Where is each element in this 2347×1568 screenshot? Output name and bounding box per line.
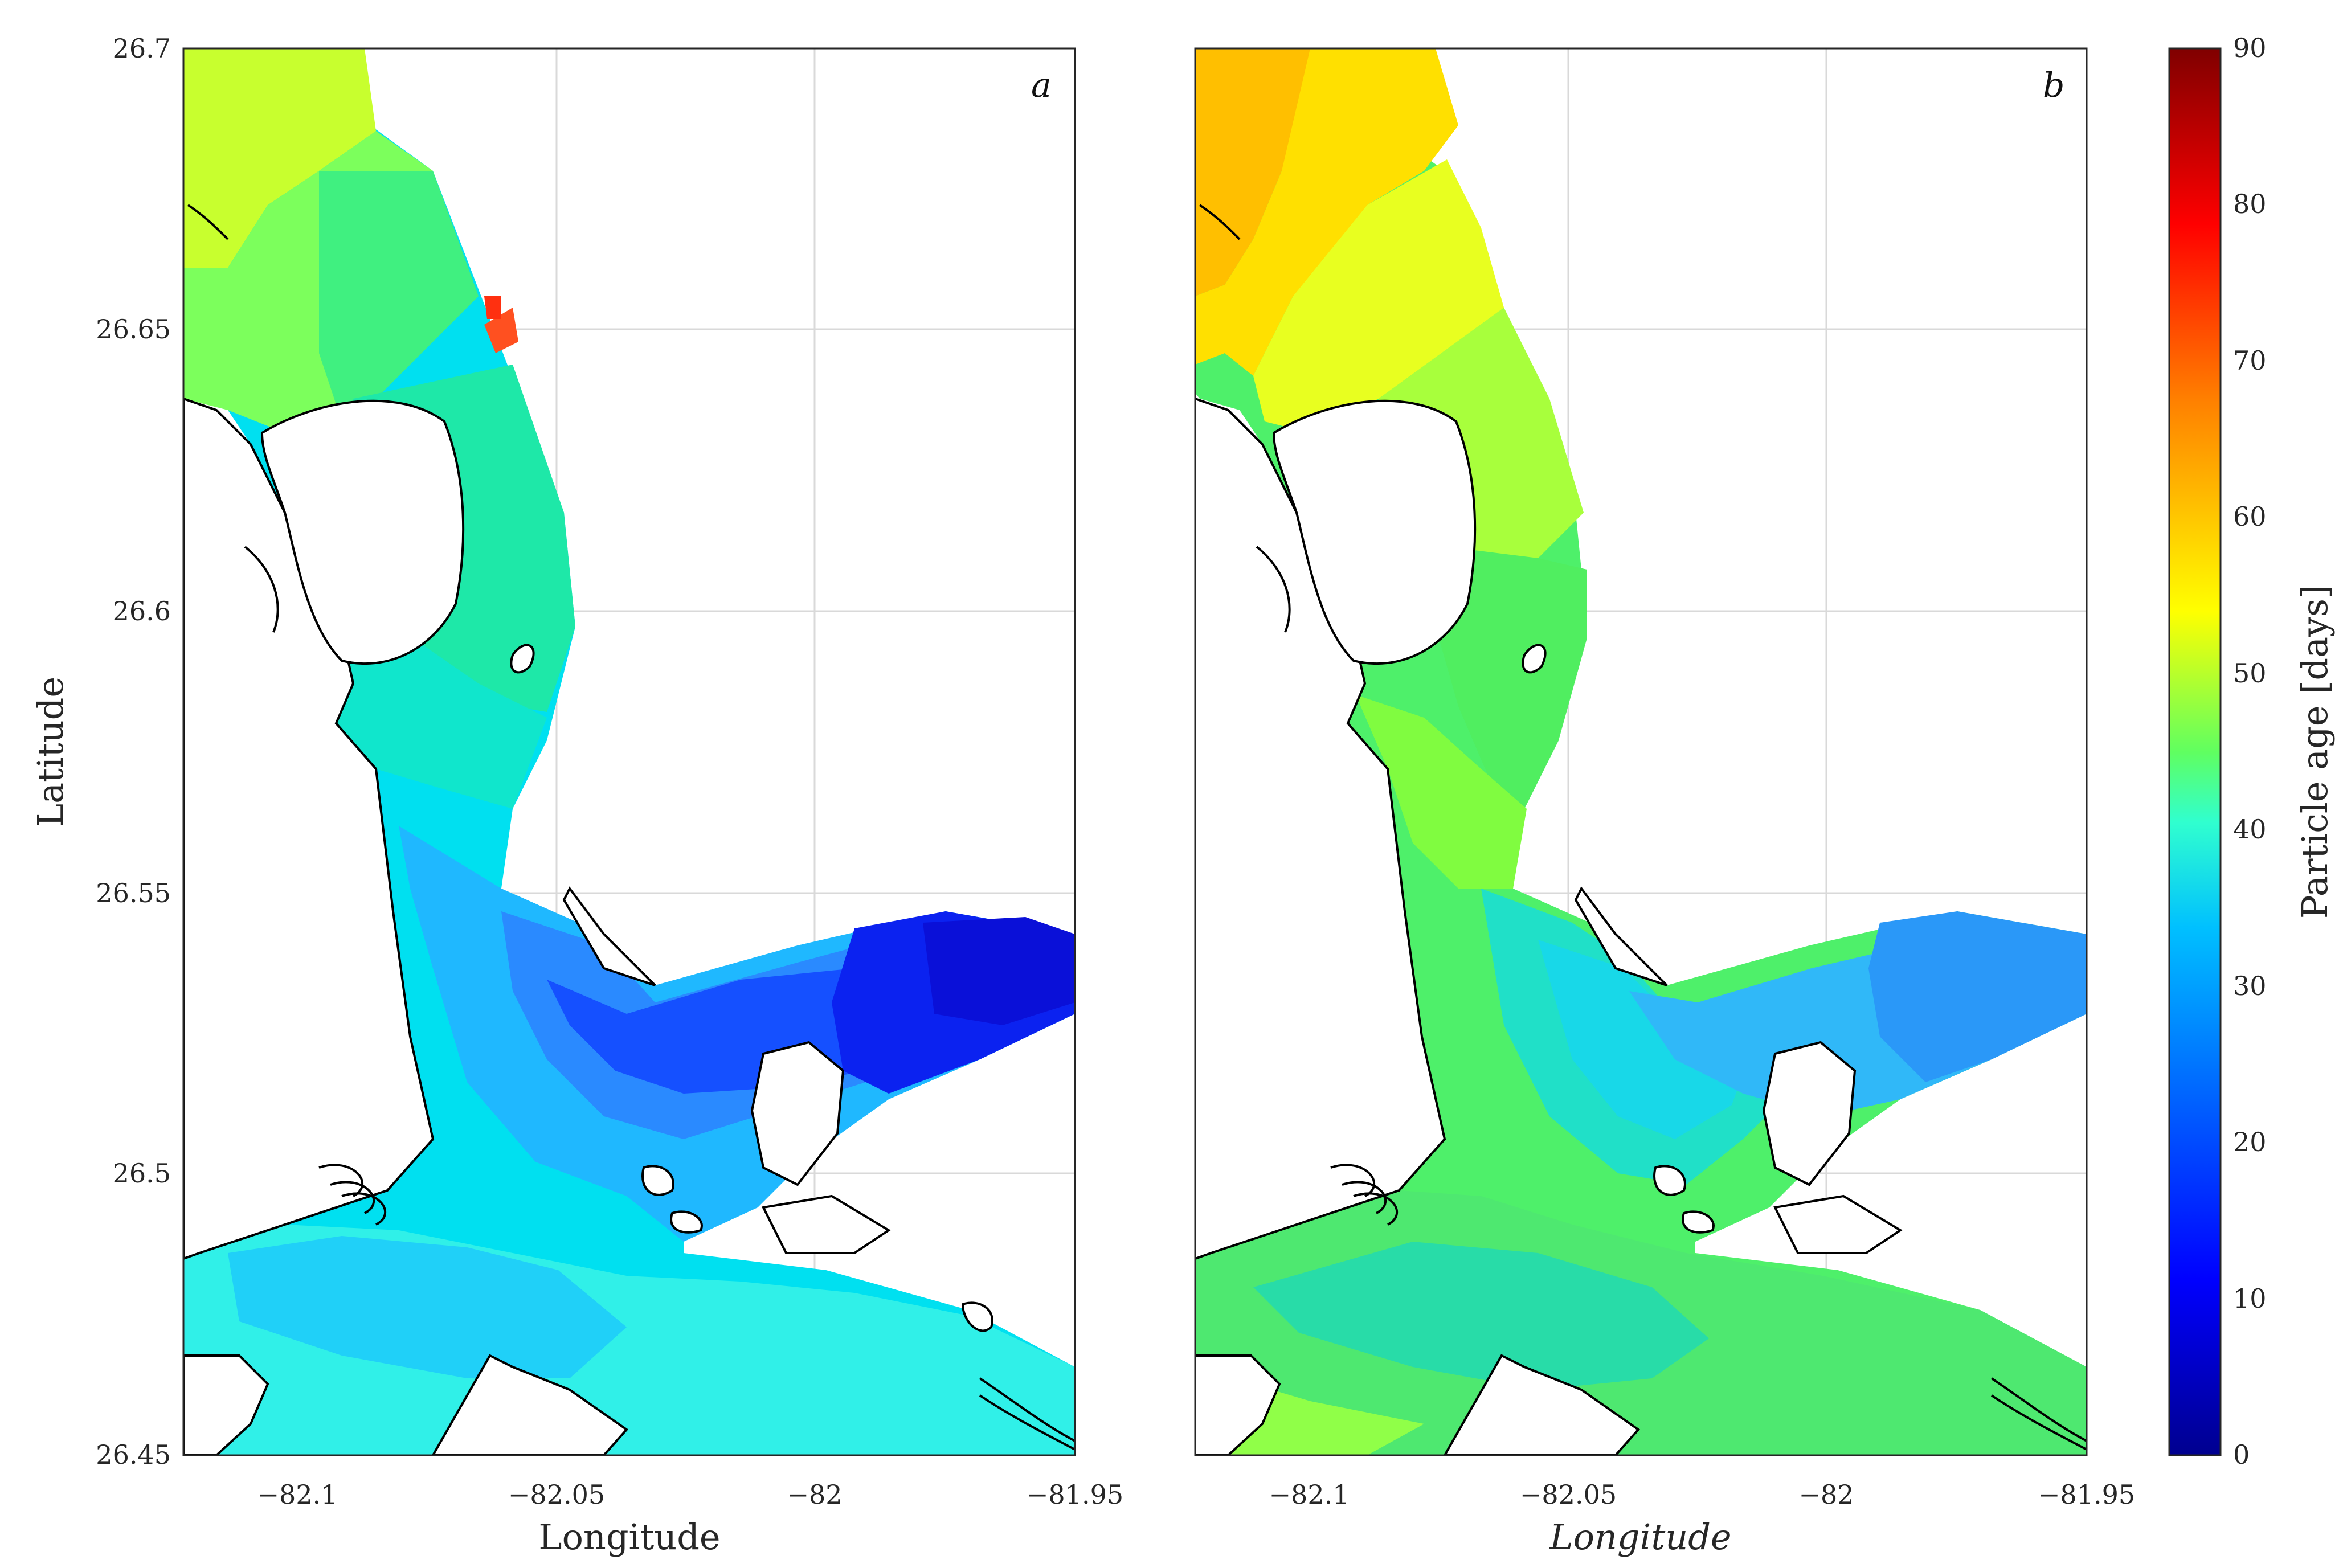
panel-a-ytick: 26.65 bbox=[96, 314, 171, 345]
panel-b-xtick: −82.05 bbox=[1520, 1479, 1617, 1510]
panel-b-coastline bbox=[1195, 204, 2087, 1455]
panel-b-field bbox=[1195, 48, 2087, 1455]
colorbar-tick: 30 bbox=[2233, 971, 2267, 1001]
panel-a-label: a bbox=[1031, 65, 1052, 105]
panel-a-xtick: −82.1 bbox=[257, 1479, 338, 1510]
panel-a-axes: 26.45 26.5 26.55 26.6 26.65 26.7 −82.1 −… bbox=[30, 33, 1123, 1558]
colorbar-tick: 60 bbox=[2233, 501, 2267, 532]
colorbar-tick: 10 bbox=[2233, 1283, 2267, 1314]
panel-a-ytick: 26.45 bbox=[96, 1439, 171, 1470]
panel-a-xtick: −82 bbox=[787, 1479, 842, 1510]
colorbar-label: Particle age [days] bbox=[2294, 585, 2336, 919]
panel-a-ytick: 26.55 bbox=[96, 878, 171, 908]
colorbar-frame bbox=[2168, 47, 2222, 1456]
panel-b-label: b bbox=[2043, 65, 2064, 105]
panel-a-ytick: 26.5 bbox=[113, 1158, 171, 1189]
panel-a-ytick: 26.6 bbox=[113, 596, 171, 627]
colorbar: 0 10 20 30 40 50 60 70 80 90 Particle ag… bbox=[2168, 32, 2336, 1470]
panel-b: b bbox=[1194, 47, 2088, 1456]
colorbar-tick: 90 bbox=[2233, 32, 2267, 63]
panel-a-ylabel: Latitude bbox=[30, 677, 71, 827]
panel-a-frame bbox=[182, 47, 1076, 1456]
panel-a-field bbox=[183, 48, 1075, 1455]
colorbar-tick: 70 bbox=[2233, 345, 2267, 376]
panel-a-xtick: −82.05 bbox=[508, 1479, 605, 1510]
panel-b-xtick: −81.95 bbox=[2038, 1479, 2135, 1510]
colorbar-tick: 40 bbox=[2233, 814, 2267, 845]
panel-a-ytick: 26.7 bbox=[113, 33, 171, 64]
colorbar-tick: 20 bbox=[2233, 1127, 2267, 1157]
colorbar-tick: 80 bbox=[2233, 189, 2267, 219]
panel-a-xlabel: Longitude bbox=[538, 1516, 720, 1558]
panel-b-frame bbox=[1194, 47, 2088, 1456]
panel-b-xtick: −82.1 bbox=[1269, 1479, 1350, 1510]
colorbar-tick: 50 bbox=[2233, 658, 2267, 689]
panel-b-xtick: −82 bbox=[1798, 1479, 1854, 1510]
panel-a-coastline bbox=[183, 204, 1075, 1455]
panel-b-axes: −82.1 −82.05 −82 −81.95 Longitude bbox=[1269, 1479, 2136, 1558]
colorbar-tick: 0 bbox=[2233, 1439, 2250, 1470]
panel-b-xlabel: Longitude bbox=[1549, 1516, 1731, 1558]
panel-a-xtick: −81.95 bbox=[1027, 1479, 1123, 1510]
panel-a: a bbox=[182, 47, 1076, 1456]
colorbar-gradient bbox=[2169, 48, 2221, 1455]
